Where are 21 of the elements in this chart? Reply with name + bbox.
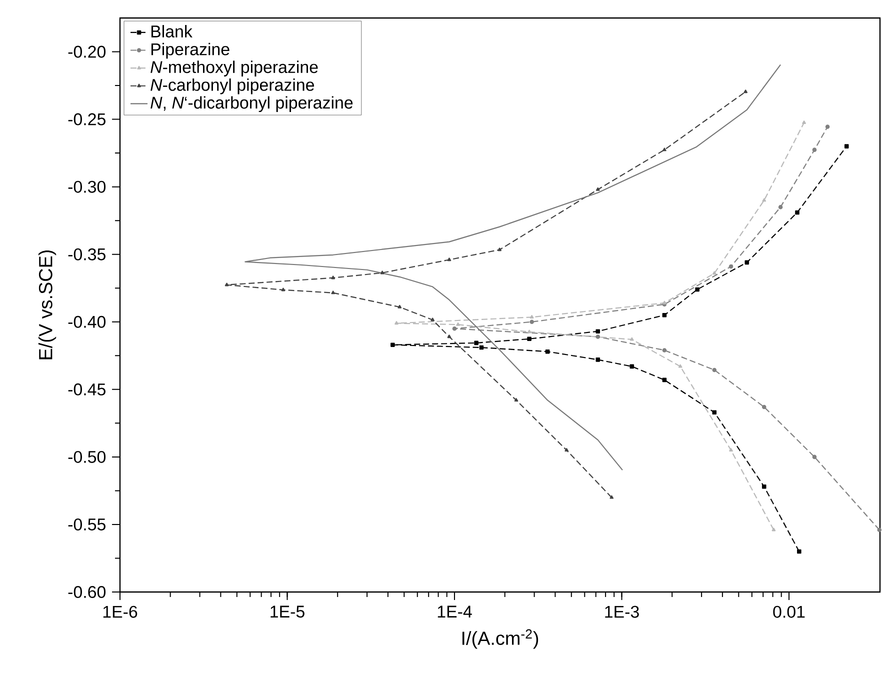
x-tick-label: 1E-4 <box>438 606 472 618</box>
legend-label: Piperazine <box>151 42 230 59</box>
y-tick-label: -0.40 <box>68 316 106 328</box>
x-tick-label: 1E-5 <box>270 606 304 618</box>
y-tick-label: -0.20 <box>68 46 106 58</box>
y-tick-label: -0.55 <box>68 518 106 530</box>
y-axis-title: E/(V vs.SCE) <box>38 250 56 360</box>
legend-label: N-methoxyl piperazine <box>150 60 318 76</box>
legend-label: N, N‘-dicarbonyl piperazine <box>150 96 353 112</box>
x-tick-label: 1E-3 <box>605 606 639 618</box>
y-tick-label: -0.35 <box>68 248 106 260</box>
y-tick-label: -0.50 <box>68 450 106 463</box>
y-tick-label: -0.45 <box>68 383 106 396</box>
x-tick-label: 1E-6 <box>103 606 138 618</box>
legend-label: N-carbonyl piperazine <box>150 78 314 94</box>
x-tick-label: 0.01 <box>773 606 805 618</box>
x-axis-title: I/(A.cm$^{-2}$) <box>462 629 538 649</box>
y-tick-label: -0.30 <box>68 180 106 193</box>
legend-label: Blank <box>151 25 192 38</box>
y-tick-label: -0.60 <box>68 586 106 598</box>
y-tick-label: -0.25 <box>68 113 106 126</box>
